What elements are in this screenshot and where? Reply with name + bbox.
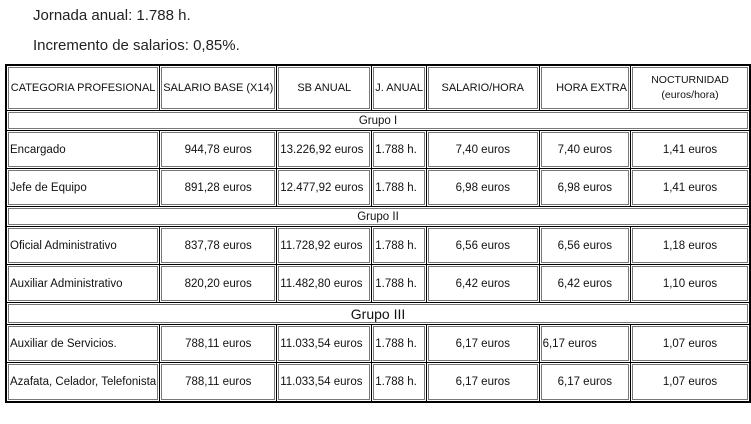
cell-nocturnidad: 1,18 euros bbox=[630, 226, 751, 265]
group-title: Grupo I bbox=[5, 110, 751, 131]
header-hora-extra: HORA EXTRA bbox=[538, 64, 632, 111]
intro-annual-hours: Jornada anual: 1.788 h. bbox=[33, 7, 191, 24]
cell-j-anual: 1.788 h. bbox=[371, 362, 427, 403]
group-row: Grupo II bbox=[5, 206, 751, 227]
cell-categoria: Auxiliar de Servicios. bbox=[5, 324, 161, 363]
cell-categoria: Encargado bbox=[5, 130, 161, 169]
group-title: Grupo III bbox=[5, 302, 751, 325]
cell-j-anual: 1.788 h. bbox=[371, 226, 427, 265]
cell-salario-base: 788,11 euros bbox=[159, 362, 278, 403]
cell-salario-hora: 6,56 euros bbox=[425, 226, 540, 265]
cell-salario-base: 891,28 euros bbox=[159, 168, 278, 207]
header-categoria: CATEGORIA PROFESIONAL bbox=[5, 64, 161, 111]
table-row: Oficial Administrativo 837,78 euros 11.7… bbox=[5, 226, 751, 265]
cell-categoria: Jefe de Equipo bbox=[5, 168, 161, 207]
cell-salario-hora: 6,98 euros bbox=[425, 168, 540, 207]
salary-table: CATEGORIA PROFESIONAL SALARIO BASE (X14)… bbox=[5, 64, 751, 403]
header-nocturnidad: NOCTURNIDAD (euros/hora) bbox=[630, 64, 751, 111]
cell-salario-hora: 6,17 euros bbox=[425, 362, 540, 403]
table-row: Encargado 944,78 euros 13.226,92 euros 1… bbox=[5, 130, 751, 169]
cell-salario-hora: 7,40 euros bbox=[425, 130, 540, 169]
cell-j-anual: 1.788 h. bbox=[371, 264, 427, 303]
cell-hora-extra: 6,17 euros bbox=[538, 362, 632, 403]
cell-sb-anual: 11.728,92 euros bbox=[276, 226, 373, 265]
cell-categoria: Azafata, Celador, Telefonista bbox=[5, 362, 161, 403]
cell-salario-base: 788,11 euros bbox=[159, 324, 278, 363]
cell-salario-base: 837,78 euros bbox=[159, 226, 278, 265]
table-row: Auxiliar de Servicios. 788,11 euros 11.0… bbox=[5, 324, 751, 363]
cell-sb-anual: 11.033,54 euros bbox=[276, 362, 373, 403]
cell-salario-base: 820,20 euros bbox=[159, 264, 278, 303]
group-title: Grupo II bbox=[5, 206, 751, 227]
cell-nocturnidad: 1,10 euros bbox=[630, 264, 751, 303]
header-salario-base: SALARIO BASE (X14) bbox=[159, 64, 278, 111]
cell-hora-extra: 7,40 euros bbox=[538, 130, 632, 169]
header-salario-hora: SALARIO/HORA bbox=[425, 64, 540, 111]
intro-salary-increase: Incremento de salarios: 0,85%. bbox=[33, 37, 240, 54]
cell-categoria: Auxiliar Administrativo bbox=[5, 264, 161, 303]
header-nocturnidad-label: NOCTURNIDAD bbox=[651, 74, 729, 86]
header-nocturnidad-unit: (euros/hora) bbox=[661, 89, 719, 101]
cell-sb-anual: 11.033,54 euros bbox=[276, 324, 373, 363]
table-row: Auxiliar Administrativo 820,20 euros 11.… bbox=[5, 264, 751, 303]
cell-nocturnidad: 1,41 euros bbox=[630, 130, 751, 169]
cell-hora-extra: 6,42 euros bbox=[538, 264, 632, 303]
cell-hora-extra: 6,17 euros bbox=[538, 324, 632, 363]
cell-j-anual: 1.788 h. bbox=[371, 324, 427, 363]
cell-hora-extra: 6,98 euros bbox=[538, 168, 632, 207]
header-sb-anual: SB ANUAL bbox=[276, 64, 373, 111]
table-row: Jefe de Equipo 891,28 euros 12.477,92 eu… bbox=[5, 168, 751, 207]
cell-nocturnidad: 1,07 euros bbox=[630, 324, 751, 363]
table-header-row: CATEGORIA PROFESIONAL SALARIO BASE (X14)… bbox=[5, 64, 751, 111]
cell-salario-hora: 6,42 euros bbox=[425, 264, 540, 303]
cell-sb-anual: 11.482,80 euros bbox=[276, 264, 373, 303]
header-j-anual: J. ANUAL bbox=[371, 64, 427, 111]
group-row: Grupo III bbox=[5, 302, 751, 325]
cell-j-anual: 1.788 h. bbox=[371, 130, 427, 169]
cell-nocturnidad: 1,41 euros bbox=[630, 168, 751, 207]
cell-j-anual: 1.788 h. bbox=[371, 168, 427, 207]
cell-salario-hora: 6,17 euros bbox=[425, 324, 540, 363]
cell-hora-extra: 6,56 euros bbox=[538, 226, 632, 265]
cell-nocturnidad: 1,07 euros bbox=[630, 362, 751, 403]
table-row: Azafata, Celador, Telefonista 788,11 eur… bbox=[5, 362, 751, 403]
cell-sb-anual: 12.477,92 euros bbox=[276, 168, 373, 207]
cell-salario-base: 944,78 euros bbox=[159, 130, 278, 169]
cell-categoria: Oficial Administrativo bbox=[5, 226, 161, 265]
cell-sb-anual: 13.226,92 euros bbox=[276, 130, 373, 169]
group-row: Grupo I bbox=[5, 110, 751, 131]
